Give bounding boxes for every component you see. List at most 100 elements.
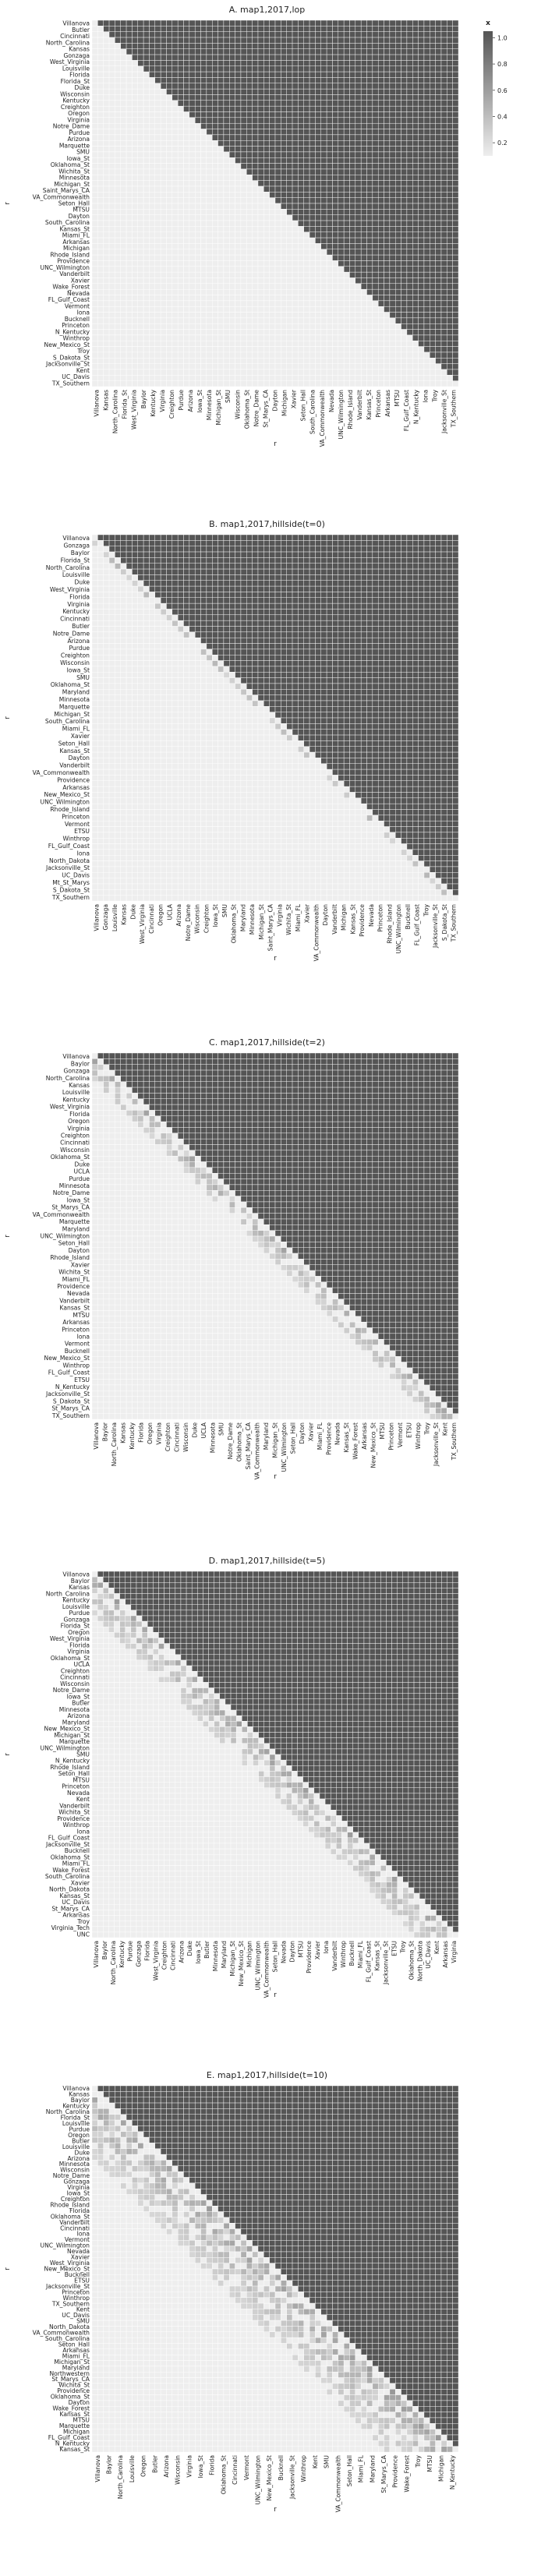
heatmap-cell: [338, 580, 345, 587]
heatmap-cell: [394, 312, 401, 319]
heatmap-cell: [166, 192, 173, 198]
heatmap-cell: [246, 266, 253, 273]
heatmap-cell: [343, 312, 350, 319]
heatmap-cell: [143, 358, 150, 364]
heatmap-cell: [235, 180, 242, 187]
heatmap-cell: [355, 551, 362, 558]
heatmap-cell: [394, 329, 401, 336]
heatmap-cell: [435, 226, 442, 232]
heatmap-cell: [177, 226, 184, 232]
heatmap-cell: [309, 54, 316, 61]
heatmap-cell: [189, 341, 196, 347]
heatmap-cell: [360, 100, 367, 107]
heatmap-cell: [338, 260, 345, 267]
heatmap-cell: [126, 271, 133, 278]
heatmap-cell: [343, 597, 350, 604]
heatmap-cell: [384, 283, 391, 290]
heatmap-cell: [91, 602, 98, 610]
heatmap-cell: [126, 151, 133, 158]
heatmap-cell: [166, 140, 173, 147]
heatmap-cell: [183, 48, 190, 55]
heatmap-cell: [447, 300, 453, 307]
heatmap-cell: [412, 220, 419, 227]
heatmap-cell: [360, 329, 367, 336]
heatmap-cell: [412, 300, 419, 307]
heatmap-cell: [389, 266, 396, 273]
heatmap-cell: [263, 300, 270, 307]
heatmap-cell: [223, 192, 230, 198]
heatmap-cell: [394, 117, 401, 124]
heatmap-cell: [298, 31, 304, 38]
heatmap-cell: [332, 37, 339, 44]
heatmap-cell: [281, 580, 287, 587]
heatmap-cell: [246, 163, 253, 170]
heatmap-cell: [315, 546, 322, 553]
heatmap-cell: [149, 585, 156, 592]
heatmap-cell: [132, 580, 139, 587]
heatmap-cell: [183, 151, 190, 158]
heatmap-cell: [338, 65, 345, 72]
heatmap-cell: [412, 369, 419, 376]
heatmap-cell: [384, 580, 391, 587]
heatmap-cell: [298, 580, 304, 587]
heatmap-cell: [401, 237, 408, 244]
heatmap-cell: [447, 203, 453, 210]
heatmap-cell: [430, 329, 436, 336]
heatmap-cell: [154, 283, 161, 290]
heatmap-cell: [298, 271, 304, 278]
heatmap-cell: [194, 192, 201, 198]
heatmap-cell: [360, 168, 367, 175]
heatmap-cell: [149, 37, 156, 44]
heatmap-cell: [384, 19, 391, 27]
heatmap-cell: [126, 209, 133, 215]
heatmap-cell: [269, 375, 276, 381]
heatmap-cell: [435, 551, 442, 558]
heatmap-cell: [401, 375, 408, 381]
heatmap-cell: [166, 54, 173, 61]
heatmap-cell: [183, 94, 190, 101]
heatmap-cell: [355, 65, 362, 72]
heatmap-cell: [412, 43, 419, 49]
heatmap-cell: [143, 83, 150, 90]
heatmap-cell: [206, 585, 213, 592]
heatmap-cell: [269, 540, 276, 546]
heatmap-cell: [194, 283, 201, 290]
heatmap-cell: [211, 266, 218, 273]
heatmap-cell: [440, 375, 447, 381]
heatmap-cell: [309, 369, 316, 376]
heatmap-cell: [447, 363, 453, 370]
heatmap-cell: [440, 220, 447, 227]
heatmap-cell: [366, 334, 373, 341]
heatmap-cell: [315, 100, 322, 107]
heatmap-cell: [452, 243, 459, 250]
heatmap-cell: [412, 117, 419, 124]
heatmap-cell: [320, 283, 327, 290]
heatmap-cell: [103, 117, 110, 124]
heatmap-cell: [149, 111, 156, 118]
heatmap-cell: [292, 151, 299, 158]
heatmap-cell: [326, 26, 333, 32]
heatmap-cell: [423, 168, 430, 175]
heatmap-cell: [246, 111, 253, 118]
heatmap-cell: [298, 237, 304, 244]
heatmap-cell: [394, 168, 401, 175]
heatmap-cell: [223, 226, 230, 232]
heatmap-cell: [137, 288, 144, 295]
heatmap-cell: [217, 288, 225, 295]
heatmap-cell: [315, 209, 322, 215]
heatmap-cell: [108, 254, 115, 261]
heatmap-cell: [108, 134, 115, 141]
heatmap-cell: [298, 557, 304, 564]
heatmap-cell: [246, 31, 253, 38]
heatmap-cell: [252, 37, 259, 44]
heatmap-cell: [206, 65, 213, 72]
heatmap-cell: [303, 534, 310, 541]
heatmap-cell: [189, 369, 196, 376]
heatmap-cell: [132, 277, 139, 284]
heatmap-cell: [298, 65, 304, 72]
heatmap-cell: [298, 317, 304, 324]
heatmap-cell: [257, 580, 264, 587]
x-tick-label: UNC_Wilmington: [338, 390, 345, 440]
heatmap-cell: [166, 83, 173, 90]
heatmap-cell: [154, 295, 161, 302]
